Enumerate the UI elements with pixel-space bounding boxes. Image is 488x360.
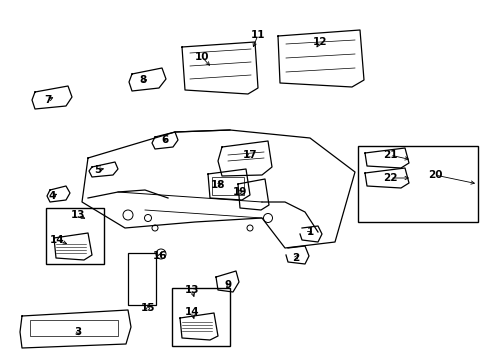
- Text: 17: 17: [242, 150, 257, 160]
- Text: 15: 15: [141, 303, 155, 313]
- Text: 12: 12: [312, 37, 326, 47]
- Text: 20: 20: [427, 170, 441, 180]
- Text: 5: 5: [94, 165, 102, 175]
- Text: 1: 1: [306, 227, 313, 237]
- Text: 9: 9: [224, 280, 231, 290]
- Text: 10: 10: [194, 52, 209, 62]
- Text: 2: 2: [292, 253, 299, 263]
- Text: 19: 19: [232, 187, 246, 197]
- Text: 4: 4: [48, 191, 56, 201]
- Text: 8: 8: [139, 75, 146, 85]
- Text: 13: 13: [71, 210, 85, 220]
- Text: 7: 7: [44, 95, 52, 105]
- Bar: [172, 288, 229, 346]
- Text: 14: 14: [50, 235, 64, 245]
- Text: 18: 18: [210, 180, 225, 190]
- Bar: [128, 253, 156, 305]
- Bar: [46, 208, 104, 264]
- Text: 6: 6: [161, 135, 168, 145]
- Text: 21: 21: [382, 150, 396, 160]
- Text: 22: 22: [382, 173, 396, 183]
- Text: 16: 16: [152, 251, 167, 261]
- Bar: [30, 320, 118, 336]
- Bar: [357, 146, 477, 222]
- Text: 13: 13: [184, 285, 199, 295]
- Text: 14: 14: [184, 307, 199, 317]
- Text: 3: 3: [74, 327, 81, 337]
- Bar: [212, 177, 244, 195]
- Text: 11: 11: [250, 30, 264, 40]
